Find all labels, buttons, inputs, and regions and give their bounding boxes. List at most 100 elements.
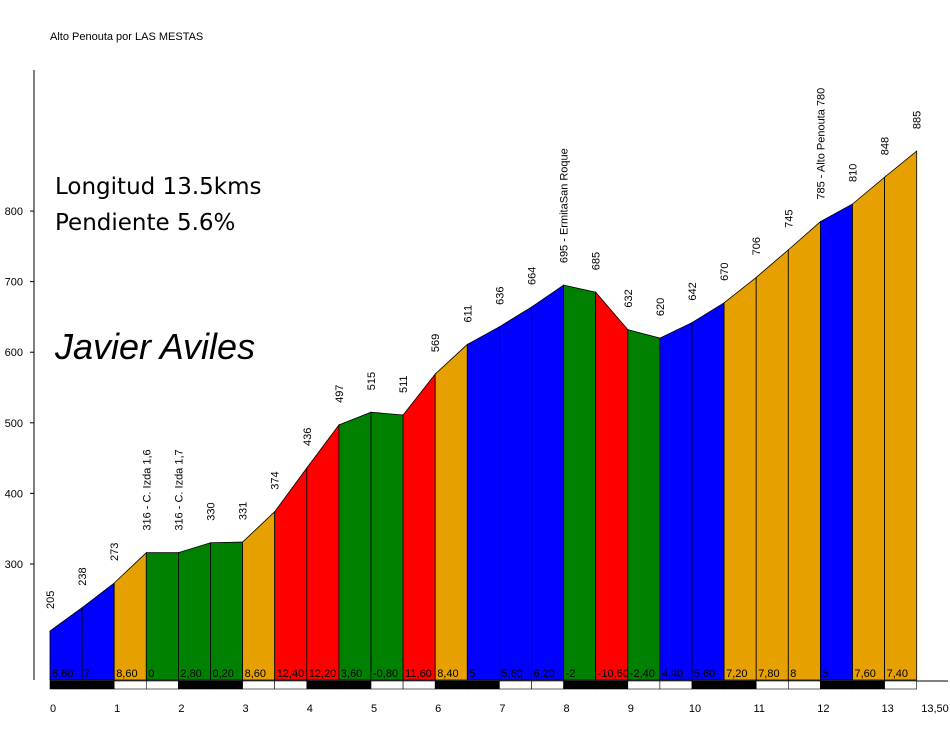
segment-gradient-label: 0	[148, 668, 154, 680]
segment-gradient-label: 8,60	[245, 668, 266, 680]
profile-segment	[113, 551, 147, 681]
km-scale-block	[755, 680, 789, 690]
km-scale-block	[210, 680, 243, 690]
elevation-label: 331	[238, 502, 250, 520]
y-tick-label: 600	[5, 347, 23, 359]
profile-segment	[498, 306, 532, 681]
elevation-label: 611	[462, 305, 474, 323]
x-tick-label: 2	[178, 703, 184, 715]
x-tick-label: 9	[628, 703, 634, 715]
elevation-label: 374	[270, 471, 282, 489]
km-scale-block	[852, 680, 885, 690]
elevation-label: 273	[109, 543, 121, 561]
elevation-label: 670	[719, 262, 731, 280]
segment-gradient-label: 8,40	[437, 668, 458, 680]
km-scale-block	[820, 680, 853, 690]
elevation-label: 620	[655, 298, 667, 316]
km-scale-block	[49, 680, 83, 690]
profile-segment	[723, 276, 757, 681]
segment-gradient-label: 11,60	[405, 668, 432, 680]
x-tick-label: 11	[753, 703, 764, 715]
profile-segment	[306, 423, 340, 681]
x-tick-label: 12	[817, 703, 829, 715]
km-scale-block	[723, 680, 757, 690]
segment-gradient-label: 0,20	[213, 668, 234, 680]
elevation-label: 436	[302, 428, 314, 446]
y-tick-label: 400	[5, 488, 23, 500]
x-tick-label: 10	[689, 703, 701, 715]
elevation-label: 848	[880, 137, 892, 155]
gradient-info: Pendiente 5.6%	[55, 210, 236, 236]
profile-segment	[627, 329, 661, 681]
km-scale-block	[81, 680, 115, 690]
y-tick-label: 300	[5, 559, 23, 571]
segment-gradient-label: 12,40	[277, 668, 305, 680]
km-scale-block	[402, 680, 436, 690]
elevation-label: 511	[398, 375, 410, 393]
segment-gradient-label: 5	[822, 668, 828, 680]
x-tick-label: 13,50	[921, 703, 949, 715]
segment-gradient-label: 8,60	[116, 668, 137, 680]
profile-segment	[755, 249, 789, 681]
elevation-label: 695 - ErmitaSan Roque	[559, 148, 571, 263]
elevation-label: 706	[751, 237, 763, 255]
elevation-label: 497	[334, 385, 346, 403]
elevation-label: 569	[430, 334, 442, 352]
elevation-label: 632	[623, 289, 635, 307]
elevation-label: 745	[783, 210, 795, 228]
segment-gradient-label: -0,80	[373, 668, 398, 680]
profile-segment	[177, 542, 211, 681]
x-tick-label: 8	[564, 703, 570, 715]
segment-gradient-label: 7	[84, 668, 90, 680]
x-tick-label: 3	[243, 703, 249, 715]
km-scale-block	[178, 680, 211, 690]
profile-segment	[210, 541, 244, 681]
x-tick-label: 5	[371, 703, 377, 715]
segment-gradient-label: 7,40	[887, 668, 908, 680]
km-scale-block	[434, 680, 468, 690]
km-scale-block	[499, 680, 532, 690]
elevation-label: 642	[687, 282, 699, 300]
elevation-label: 205	[45, 591, 57, 609]
profile-segment	[691, 302, 725, 681]
x-tick-label: 1	[114, 703, 120, 715]
segment-gradient-label: -10,60	[598, 668, 629, 680]
segment-gradient-label: 4,40	[662, 668, 683, 680]
segment-gradient-label: 6,20	[534, 668, 555, 680]
km-scale-block	[627, 680, 661, 690]
km-scale-block	[146, 680, 179, 690]
km-scale-block	[242, 680, 276, 690]
x-tick-label: 4	[307, 703, 313, 715]
profile-segment	[820, 203, 853, 681]
km-scale-block	[113, 680, 147, 690]
km-scale-block	[595, 680, 629, 690]
profile-segment	[466, 326, 500, 681]
km-scale-block	[563, 680, 596, 690]
length-info: Longitud 13.5kms	[55, 174, 262, 200]
profile-segment	[402, 372, 436, 681]
km-scale-block	[466, 680, 500, 690]
y-tick-label: 800	[5, 206, 23, 218]
km-scale-block	[691, 680, 725, 690]
profile-segment	[884, 150, 918, 681]
profile-segment	[274, 466, 308, 681]
segment-gradient-label: 12,20	[309, 668, 337, 680]
segment-gradient-label: -2,40	[630, 668, 655, 680]
km-scale-block	[338, 680, 372, 690]
segment-gradient-label: 2,80	[180, 668, 201, 680]
segment-gradient-label: 7,80	[758, 668, 779, 680]
segment-gradient-label: -2	[566, 668, 576, 680]
km-scale-block	[531, 680, 564, 690]
elevation-label: 685	[591, 252, 603, 270]
elevation-label: 664	[527, 267, 539, 285]
x-tick-label: 6	[435, 703, 441, 715]
profile-segment	[852, 176, 885, 681]
km-scale-block	[370, 680, 404, 690]
profile-segment	[434, 343, 468, 681]
profile-segment	[370, 411, 404, 681]
profile-segment	[338, 411, 372, 681]
km-scale-block	[659, 680, 693, 690]
segment-gradient-label: 5,60	[694, 668, 715, 680]
profile-segment	[145, 552, 179, 681]
km-scale-block	[787, 680, 821, 690]
